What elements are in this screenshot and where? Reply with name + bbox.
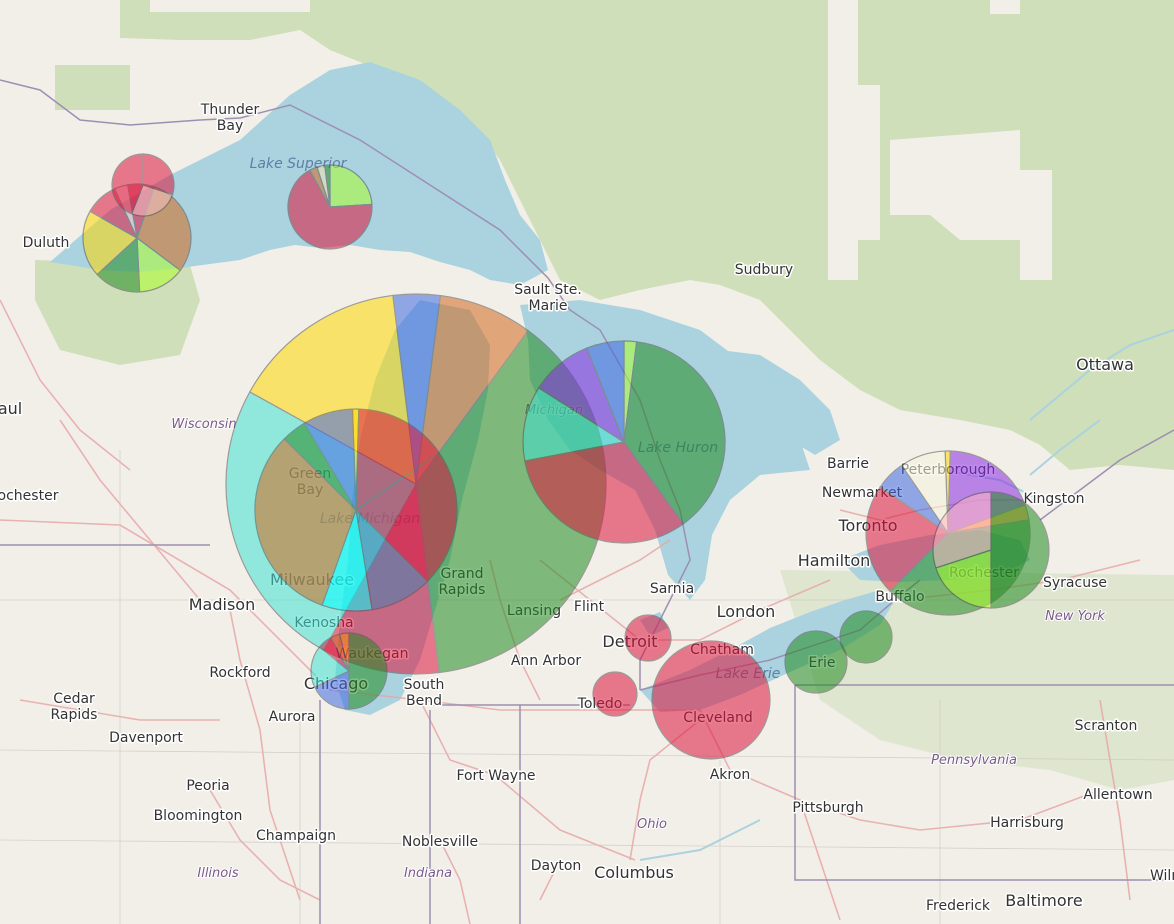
pie-slice[interactable]: [990, 491, 1050, 609]
city-label-wilming: Wilming: [1150, 868, 1174, 884]
pie-chart-huron[interactable]: [522, 340, 726, 544]
pie-slice[interactable]: [586, 340, 625, 443]
city-label-duluth: Duluth: [23, 235, 70, 251]
city-label-noblesville: Noblesville: [402, 834, 478, 850]
city-label-madison: Madison: [189, 595, 255, 614]
city-label-ottawa: Ottawa: [1076, 355, 1134, 374]
region-label-pennsylvania: Pennsylvania: [931, 753, 1017, 768]
region-label-new-york: New York: [1045, 609, 1105, 624]
pie-slice[interactable]: [415, 294, 530, 485]
pie-slice[interactable]: [935, 549, 992, 609]
pie-chart-michigan-medium[interactable]: [254, 408, 458, 612]
city-label-peoria: Peoria: [186, 778, 229, 794]
pie-slice[interactable]: [338, 632, 350, 672]
city-label-bloomington: Bloomington: [154, 808, 243, 824]
region-label-wisconsin: Wisconsin: [171, 417, 236, 432]
pie-slice[interactable]: [624, 614, 672, 662]
pie-chart-erie[interactable]: [784, 630, 848, 694]
city-label-aurora: Aurora: [269, 709, 316, 725]
city-label-rockford: Rockford: [209, 665, 270, 681]
city-label-barrie: Barrie: [827, 456, 869, 472]
pie-slice[interactable]: [355, 452, 458, 583]
city-label-hamilton: Hamilton: [798, 551, 871, 570]
city-label-london: London: [717, 602, 776, 621]
pie-slice[interactable]: [82, 210, 139, 276]
pie-slice[interactable]: [254, 437, 357, 606]
pie-slice[interactable]: [900, 450, 949, 536]
city-label-dayton: Dayton: [531, 858, 582, 874]
pie-slice[interactable]: [310, 645, 351, 688]
pie-slice[interactable]: [651, 640, 771, 760]
city-label-rochester-mn: ochester: [0, 488, 59, 504]
city-label-sudbury: Sudbury: [735, 262, 793, 278]
pie-slice[interactable]: [142, 153, 175, 196]
city-label-sarnia: Sarnia: [650, 581, 694, 597]
city-label-fort-wayne: Fort Wayne: [456, 768, 535, 784]
pie-slice[interactable]: [355, 408, 441, 512]
pie-chart-erie-east[interactable]: [839, 610, 893, 664]
pie-slice[interactable]: [932, 491, 992, 569]
pie-slice[interactable]: [111, 153, 144, 215]
city-label-syracuse: Syracuse: [1043, 575, 1107, 591]
city-label-baltimore: Baltimore: [1005, 891, 1082, 910]
region-label-ohio: Ohio: [637, 817, 667, 832]
city-label-ann-arbor: Ann Arbor: [511, 653, 582, 669]
pie-slice[interactable]: [592, 671, 638, 717]
region-label-indiana: Indiana: [404, 866, 452, 881]
pie-slice[interactable]: [623, 341, 726, 525]
city-label-pittsburgh: Pittsburgh: [792, 800, 863, 816]
city-label-harrisburg: Harrisburg: [990, 815, 1064, 831]
city-label-allentown: Allentown: [1083, 787, 1152, 803]
city-label-cedar-rapids: Cedar Rapids: [51, 691, 98, 723]
pie-chart-chicago[interactable]: [310, 632, 388, 710]
city-label-champaign: Champaign: [256, 828, 336, 844]
city-label-thunder-bay: Thunder Bay: [200, 102, 260, 134]
region-label-illinois: Illinois: [197, 866, 238, 881]
clearings: [0, 0, 1052, 280]
pie-slice[interactable]: [784, 630, 848, 694]
pie-slice[interactable]: [303, 408, 357, 511]
pie-chart-ontario-east[interactable]: [932, 491, 1050, 609]
city-label-flint: Flint: [574, 599, 605, 615]
city-label-sault: Sault Ste. Marie: [514, 282, 582, 314]
city-label-frederick: Frederick: [926, 898, 991, 914]
pie-slice[interactable]: [865, 486, 949, 593]
georgian-bay-shape: [720, 350, 840, 455]
city-label-scranton: Scranton: [1075, 718, 1138, 734]
pie-chart-superior-east[interactable]: [287, 164, 373, 250]
pie-slice[interactable]: [130, 184, 174, 217]
pie-slice[interactable]: [313, 670, 350, 710]
pie-slice[interactable]: [522, 387, 626, 462]
pie-chart-toledo[interactable]: [592, 671, 638, 717]
pie-slice[interactable]: [287, 169, 373, 250]
pie-chart-cleveland[interactable]: [651, 640, 771, 760]
city-label-columbus: Columbus: [594, 863, 674, 882]
city-label-south-bend: South Bend: [404, 677, 445, 709]
pie-slice[interactable]: [329, 164, 373, 208]
city-label-davenport: Davenport: [109, 730, 183, 746]
pie-chart-detroit[interactable]: [624, 614, 672, 662]
pie-slice[interactable]: [348, 632, 388, 710]
pie-chart-superior-west-small[interactable]: [111, 153, 175, 217]
pie-slice[interactable]: [839, 610, 893, 664]
pie-slice[interactable]: [324, 164, 331, 208]
city-label-akron: Akron: [710, 767, 751, 783]
pie-slice[interactable]: [524, 441, 685, 544]
city-label-kingston: Kingston: [1023, 491, 1084, 507]
city-label-st-paul: aul: [0, 399, 22, 418]
